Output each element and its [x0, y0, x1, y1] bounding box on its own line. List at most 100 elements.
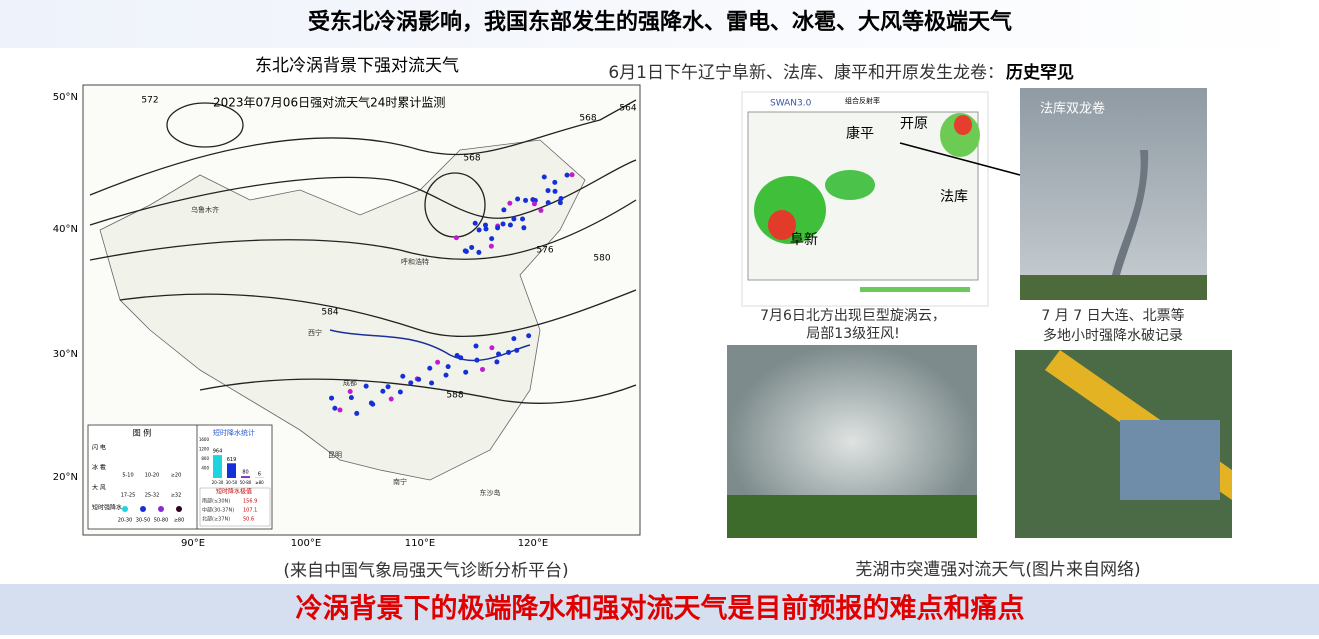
storm-dot: [496, 352, 501, 357]
legend-swatch: [122, 506, 128, 512]
storm-dot: [553, 189, 558, 194]
trees: [727, 495, 977, 538]
legend-bin: ≥80: [174, 518, 185, 524]
storm-dot: [349, 395, 354, 400]
echo: [825, 170, 875, 200]
legend-bin: 17-25: [121, 493, 136, 499]
left-source: (来自中国气象局强天气诊断分析平台): [283, 561, 568, 581]
contour-label: 576: [536, 246, 553, 256]
contour-label: 568: [579, 114, 596, 124]
place-label: 乌鲁木齐: [191, 205, 219, 214]
contour-label: 564: [619, 104, 636, 114]
storm-dot: [435, 360, 440, 365]
map: 图 例 短时降水统计 短时降水极值 2023年07月06日强对流天气24时累计监…: [83, 85, 640, 535]
storm-dot: [348, 389, 353, 394]
storm-dot: [526, 333, 531, 338]
field: [1020, 275, 1207, 300]
storm-dot: [559, 196, 564, 201]
legend-bin: ≥32: [171, 493, 182, 499]
storm-dot: [546, 188, 551, 193]
storm-dot: [489, 345, 494, 350]
legend-swatch: [176, 506, 182, 512]
storm-dot: [444, 373, 449, 378]
storm-dot: [480, 367, 485, 372]
radar-label: 开原: [900, 116, 928, 132]
place-label: 东沙岛: [480, 488, 501, 497]
storm-dot: [469, 245, 474, 250]
color-bar: [860, 287, 970, 292]
contour-label: 584: [321, 308, 338, 318]
place-label: 西宁: [308, 328, 322, 337]
lon-label: 90°E: [181, 538, 205, 549]
storm-dot: [454, 235, 459, 240]
storm-dot: [416, 377, 421, 382]
place-label: 南宁: [393, 477, 407, 486]
place-label: 昆明: [328, 451, 342, 459]
storm-dot: [546, 200, 551, 205]
caption-2: 多地小时强降水破记录: [1043, 327, 1183, 344]
radar-label: 康平: [846, 125, 874, 142]
echo: [954, 115, 972, 135]
radar-title: 组合反射率: [845, 96, 880, 105]
stats-tick: 400: [201, 466, 209, 471]
legend-row: 冰 雹: [92, 464, 106, 472]
place-label: 呼和浩特: [401, 257, 429, 266]
right-heading-emphasis: 历史罕见: [1006, 62, 1074, 83]
contour-label: 588: [446, 391, 463, 401]
legend-bin: 50-80: [154, 518, 169, 524]
storm-dot: [386, 384, 391, 389]
legend-row: 短时强降水: [92, 504, 122, 512]
tornado-label: 法库双龙卷: [1040, 101, 1105, 117]
legend-bin: 25-32: [145, 493, 160, 499]
stats-category: 20-30: [212, 480, 224, 485]
legend-bin: 30-50: [136, 518, 151, 524]
radar-label: 阜新: [790, 231, 818, 248]
storm-dot: [338, 408, 343, 413]
stats-value: 80: [242, 470, 248, 476]
storm-dot: [476, 250, 481, 255]
footer-text: 冷涡背景下的极端降水和强对流天气是目前预报的难点和痛点: [296, 593, 1025, 625]
stats-value: 964: [213, 449, 223, 455]
storm-dot: [507, 201, 512, 206]
storm-dot: [329, 396, 334, 401]
storm-dot: [511, 216, 516, 221]
legend-swatch: [140, 506, 146, 512]
extreme-cell: 北部(≥37N): [202, 516, 230, 523]
storm-dot: [427, 366, 432, 371]
legend-bin: ≥20: [171, 473, 182, 479]
extreme-cell: 中部(30-37N): [202, 507, 234, 514]
contour-label: 580: [593, 254, 610, 264]
lat-label: 40°N: [53, 224, 78, 235]
storm-dot: [489, 244, 494, 249]
extreme-cell: 50.6: [243, 517, 254, 523]
place-label: 成都: [343, 378, 357, 387]
storm-dot: [514, 348, 519, 353]
storm-dot: [515, 197, 520, 202]
caption-2: 7 月 7 日大连、北票等: [1041, 307, 1184, 324]
storm-dot: [463, 370, 468, 375]
map-title: 2023年07月06日强对流天气24时累计监测: [213, 95, 445, 110]
storm-dot: [369, 401, 374, 406]
legend-bin: 5-10: [122, 473, 133, 479]
stats-tick: 800: [201, 456, 209, 461]
storm-dot: [489, 236, 494, 241]
caption-1: 局部13级狂风!: [806, 326, 899, 342]
storm-dot: [495, 225, 500, 230]
lon-label: 120°E: [518, 538, 548, 549]
stats-category: ≥80: [255, 480, 264, 485]
storm-dot: [508, 222, 513, 227]
stats-value: 6: [258, 471, 261, 477]
storm-dot: [565, 173, 570, 178]
legend-bin: 10-20: [145, 473, 160, 479]
lon-label: 110°E: [405, 538, 435, 549]
stats-bar: [227, 463, 236, 478]
storm-dot: [523, 198, 528, 203]
stats-bar: [241, 476, 250, 478]
legend-row: 闪 电: [92, 444, 106, 452]
title: 受东北冷涡影响，我国东部发生的强降水、雷电、冰雹、大风等极端天气: [308, 9, 1012, 35]
right-heading: 6月1日下午辽宁阜新、法库、康平和开原发生龙卷：: [608, 63, 1004, 83]
stats-tick: 1600: [199, 437, 210, 442]
storm-dot: [501, 207, 506, 212]
